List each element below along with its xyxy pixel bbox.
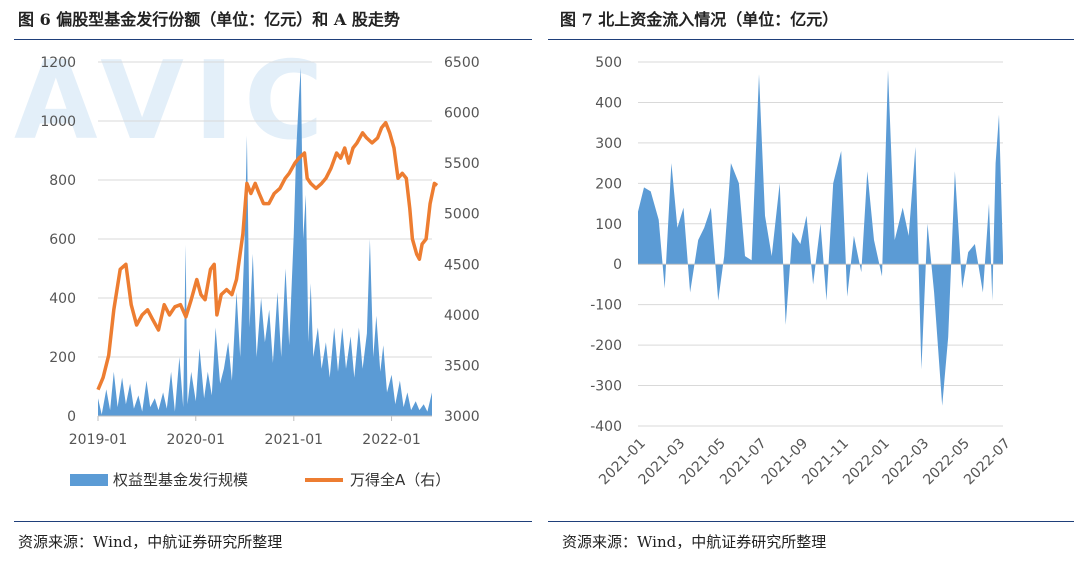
right-chart-y-tick-label: 300 <box>595 136 622 152</box>
left-source-note: 资源来源：Wind，中航证券研究所整理 <box>18 533 283 551</box>
right-chart-y-tick-label: -300 <box>590 379 622 395</box>
right-top-rule <box>548 39 1074 40</box>
left-plot-area <box>96 67 439 417</box>
right-bottom-rule <box>548 521 1074 522</box>
fund-issuance-chart: AVIC 0 200 400 600 800 1000 1200 3000 3500 4000 45… <box>14 39 480 489</box>
right-figure-panel: 图 7 北上资金流入情况（单位：亿元） 500 400 300 200 100 0 -100… <box>548 0 1080 561</box>
right-chart-y-tick-label: -400 <box>590 419 622 435</box>
right-chart-y-tick-label: -100 <box>590 298 622 314</box>
right-chart-y-tick-label: 500 <box>595 55 622 71</box>
series-wind-all-a-line <box>96 120 439 391</box>
left-y-tick-label: 600 <box>49 232 76 248</box>
right-y-tick-label: 5500 <box>444 156 480 172</box>
left-y-tick-label: 200 <box>49 350 76 366</box>
right-figure-title: 图 7 北上资金流入情况（单位：亿元） <box>560 10 839 29</box>
right-chart-y-tick-label: -200 <box>590 338 622 354</box>
series-equity-fund-issuance-area <box>98 67 432 417</box>
right-plot-area <box>638 70 1003 406</box>
left-x-tick-label: 2022-01 <box>362 432 421 448</box>
right-y-tick-label: 6500 <box>444 55 480 71</box>
left-top-rule <box>14 39 532 40</box>
left-y-tick-label: 0 <box>67 409 76 425</box>
right-chart-y-tick-label: 100 <box>595 217 622 233</box>
right-y-tick-label: 4500 <box>444 257 480 273</box>
right-chart-y-tick-label: 0 <box>613 257 622 273</box>
series-northbound-flow-area <box>638 70 1003 406</box>
right-y-tick-label: 3500 <box>444 358 480 374</box>
left-x-tick-label: 2019-01 <box>69 432 128 448</box>
right-source-note: 资源来源：Wind，中航证券研究所整理 <box>562 533 827 551</box>
left-bottom-rule <box>14 521 532 522</box>
left-x-tick-label: 2021-01 <box>265 432 324 448</box>
right-chart-y-tick-label: 200 <box>595 176 622 192</box>
legend-area-swatch <box>70 474 108 486</box>
left-y-tick-label: 400 <box>49 291 76 307</box>
left-y-tick-label: 1000 <box>40 114 76 130</box>
left-y-tick-label: 800 <box>49 173 76 189</box>
right-y-tick-label: 3000 <box>444 409 480 425</box>
left-y-tick-label: 1200 <box>40 55 76 71</box>
right-y-tick-label: 6000 <box>444 106 480 122</box>
left-figure-panel: 图 6 偏股型基金发行份额（单位：亿元）和 A 股走势 AVIC 0 200 400… <box>14 10 532 551</box>
northbound-flow-chart: 5004003002001000-100-200-300-4002021-012… <box>590 55 1014 488</box>
right-y-tick-label: 4000 <box>444 308 480 324</box>
left-axes: 0 200 400 600 800 1000 1200 3000 3500 4000 4500 500… <box>40 55 479 448</box>
left-x-tick-label: 2020-01 <box>167 432 226 448</box>
legend-line-label: 万得全A（右） <box>350 471 450 489</box>
right-y-tick-label: 5000 <box>444 207 480 223</box>
left-legend: 权益型基金发行规模 万得全A（右） <box>70 471 450 489</box>
legend-area-label: 权益型基金发行规模 <box>113 471 248 489</box>
right-chart-y-tick-label: 400 <box>595 95 622 111</box>
left-figure-title: 图 6 偏股型基金发行份额（单位：亿元）和 A 股走势 <box>18 10 400 29</box>
avic-watermark: AVIC <box>14 39 333 164</box>
